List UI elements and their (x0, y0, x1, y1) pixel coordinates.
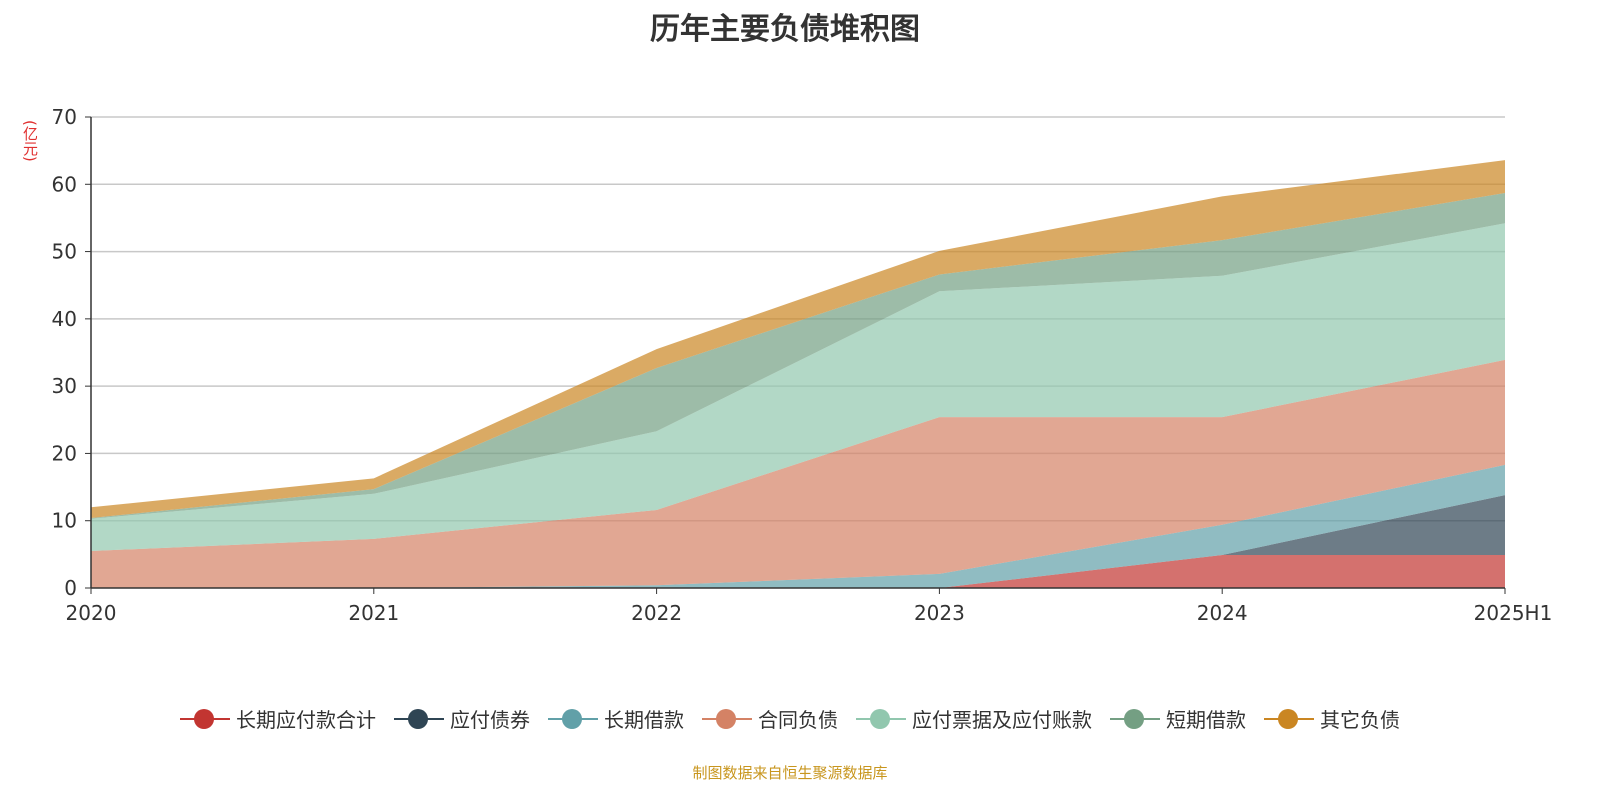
y-tick-label: 60 (52, 172, 77, 196)
area-series-6 (91, 160, 1505, 519)
legend-marker-icon (702, 707, 752, 731)
legend-label: 应付债券 (450, 708, 530, 732)
legend-marker-icon (1264, 707, 1314, 731)
y-tick-label: 30 (52, 374, 77, 398)
legend: 长期应付款合计 应付债券 长期借款 合同负债 应付票据及应付账款 短期借款 其它负债 (0, 704, 1580, 733)
y-axis-unit-label: (亿元) (21, 120, 39, 162)
legend-item[interactable]: 合同负债 (702, 704, 838, 733)
x-tick-label: 2025H1 (1474, 601, 1553, 625)
x-tick-label: 2021 (348, 601, 399, 625)
legend-marker-icon (1110, 707, 1160, 731)
legend-label: 长期借款 (604, 708, 684, 732)
area-series-5 (91, 193, 1505, 519)
legend-label: 应付票据及应付账款 (912, 708, 1092, 732)
x-tick-label: 2020 (66, 601, 117, 625)
legend-marker-icon (548, 707, 598, 731)
x-tick-label: 2022 (631, 601, 682, 625)
legend-item[interactable]: 应付票据及应付账款 (856, 704, 1092, 733)
area-series-4 (91, 223, 1505, 551)
legend-marker-icon (394, 707, 444, 731)
y-tick-label: 20 (52, 441, 77, 465)
legend-label: 合同负债 (758, 708, 838, 732)
y-tick-label: 10 (52, 509, 77, 533)
legend-label: 长期应付款合计 (236, 708, 376, 732)
legend-item[interactable]: 其它负债 (1264, 704, 1400, 733)
legend-item[interactable]: 长期应付款合计 (180, 704, 376, 733)
legend-marker-icon (180, 707, 230, 731)
legend-item[interactable]: 应付债券 (394, 704, 530, 733)
legend-marker-icon (856, 707, 906, 731)
legend-item[interactable]: 长期借款 (548, 704, 684, 733)
area-series-2 (91, 464, 1505, 588)
legend-item[interactable]: 短期借款 (1110, 704, 1246, 733)
legend-label: 短期借款 (1166, 708, 1246, 732)
x-tick-label: 2024 (1197, 601, 1248, 625)
area-series-0 (91, 555, 1505, 588)
legend-label: 其它负债 (1320, 708, 1400, 732)
x-tick-label: 2023 (914, 601, 965, 625)
chart-title: 历年主要负债堆积图 (650, 12, 920, 47)
data-source-note: 制图数据来自恒生聚源数据库 (692, 764, 888, 782)
y-tick-label: 50 (52, 240, 77, 264)
y-tick-label: 70 (52, 105, 77, 129)
y-tick-label: 40 (52, 307, 77, 331)
area-series-3 (91, 359, 1505, 588)
y-tick-label: 0 (64, 576, 77, 600)
stacked-area-chart: 0 10 20 30 40 50 60 70 2020 2021 2022 2023 2024 2025H… (52, 105, 1553, 625)
